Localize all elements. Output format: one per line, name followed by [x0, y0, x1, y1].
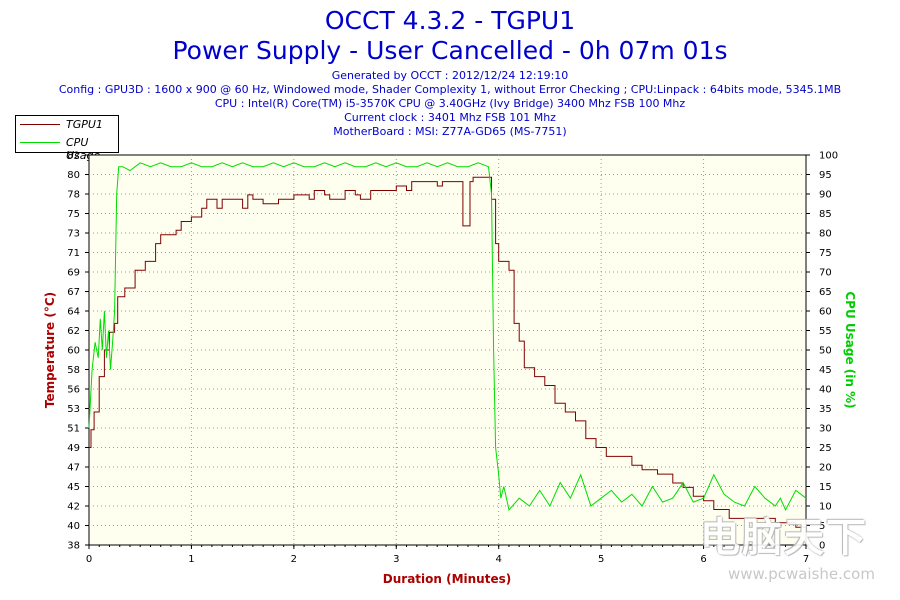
legend: TGPU1 CPU Usage: [15, 115, 119, 162]
y-right-tick-label: 35: [819, 404, 832, 415]
x-tick-label: 1: [188, 554, 194, 565]
y-left-tick-label: 56: [67, 385, 80, 396]
y-left-tick-label: 71: [67, 248, 80, 259]
y-right-tick-label: 80: [819, 229, 832, 240]
y-right-tick-label: 45: [819, 365, 832, 376]
y-right-tick-label: 100: [819, 151, 838, 162]
y-left-tick-label: 60: [67, 346, 80, 357]
x-axis-label: Duration (Minutes): [383, 572, 511, 586]
x-tick-label: 5: [598, 554, 604, 565]
info-config: Config : GPU3D : 1600 x 900 @ 60 Hz, Win…: [58, 83, 842, 96]
info-current-clock: Current clock : 3401 Mhz FSB 101 Mhz: [344, 111, 556, 124]
y-right-tick-label: 20: [819, 463, 832, 474]
legend-swatch-tgpu1: [20, 124, 60, 125]
y-left-tick-label: 80: [67, 170, 80, 181]
y-right-tick-label: 75: [819, 248, 832, 259]
y-right-tick-label: 65: [819, 287, 832, 298]
x-tick-label: 7: [803, 554, 809, 565]
chart-subtitle: Power Supply - User Cancelled - 0h 07m 0…: [172, 36, 728, 65]
y-right-tick-label: 10: [819, 502, 832, 513]
watermark-url: www.pcwaishe.com: [728, 565, 875, 583]
y-axis-label-right: CPU Usage (in %): [843, 291, 857, 408]
y-left-tick-label: 51: [67, 424, 80, 435]
y-right-tick-label: 55: [819, 326, 832, 337]
y-right-tick-label: 25: [819, 443, 832, 454]
y-left-tick-label: 73: [67, 229, 80, 240]
series-line-tgpu1: [89, 176, 806, 528]
x-tick-label: 2: [291, 554, 297, 565]
legend-item-tgpu1: TGPU1: [16, 116, 118, 134]
series-group: [88, 162, 807, 528]
x-tick-label: 6: [700, 554, 706, 565]
y-left-tick-label: 40: [67, 521, 80, 532]
y-left-tick-label: 82: [67, 151, 80, 162]
y-right-tick-label: 40: [819, 385, 832, 396]
y-left-tick-label: 62: [67, 326, 80, 337]
y-left-tick-label: 69: [67, 268, 80, 279]
y-right-tick-label: 50: [819, 346, 832, 357]
y-left-tick-label: 53: [67, 404, 80, 415]
y-right-tick-label: 90: [819, 190, 832, 201]
y-left-tick-label: 64: [67, 307, 80, 318]
series-line-cpu-usage: [88, 162, 807, 512]
y-right-tick-label: 95: [819, 170, 832, 181]
plot-area: [88, 154, 807, 546]
y-left-tick-label: 38: [67, 541, 80, 552]
legend-label-tgpu1: TGPU1: [66, 118, 103, 131]
info-cpu: CPU : Intel(R) Core(TM) i5-3570K CPU @ 3…: [214, 97, 686, 110]
y-left-tick-label: 78: [67, 190, 80, 201]
y-left-tick-label: 75: [67, 209, 80, 220]
y-left-tick-label: 45: [67, 482, 80, 493]
x-tick-label: 3: [393, 554, 399, 565]
chart-title: OCCT 4.3.2 - TGPU1: [324, 6, 576, 35]
y-right-tick-label: 15: [819, 482, 832, 493]
y-right-tick-label: 60: [819, 307, 832, 318]
x-tick-label: 0: [86, 554, 92, 565]
y-left-tick-label: 49: [67, 443, 80, 454]
y-right-tick-label: 5: [819, 521, 825, 532]
info-generated: Generated by OCCT : 2012/12/24 12:19:10: [331, 69, 569, 82]
x-tick-label: 4: [496, 554, 502, 565]
y-right-tick-label: 0: [819, 541, 825, 552]
y-axis-label-left: Temperature (°C): [43, 292, 57, 408]
y-right-tick-label: 30: [819, 424, 832, 435]
y-left-tick-label: 47: [67, 463, 80, 474]
y-left-tick-label: 67: [67, 287, 80, 298]
legend-swatch-cpu-usage: [20, 142, 60, 143]
y-right-tick-label: 85: [819, 209, 832, 220]
info-motherboard: MotherBoard : MSI: Z77A-GD65 (MS-7751): [333, 125, 567, 138]
watermark-logo-text: 电脑天下: [700, 515, 868, 561]
y-right-tick-label: 70: [819, 268, 832, 279]
y-left-tick-label: 58: [67, 365, 80, 376]
y-left-tick-label: 42: [67, 502, 80, 513]
axes: 0 1 2 3 4 5 6 705101520253035404550556065707580…: [67, 151, 838, 566]
